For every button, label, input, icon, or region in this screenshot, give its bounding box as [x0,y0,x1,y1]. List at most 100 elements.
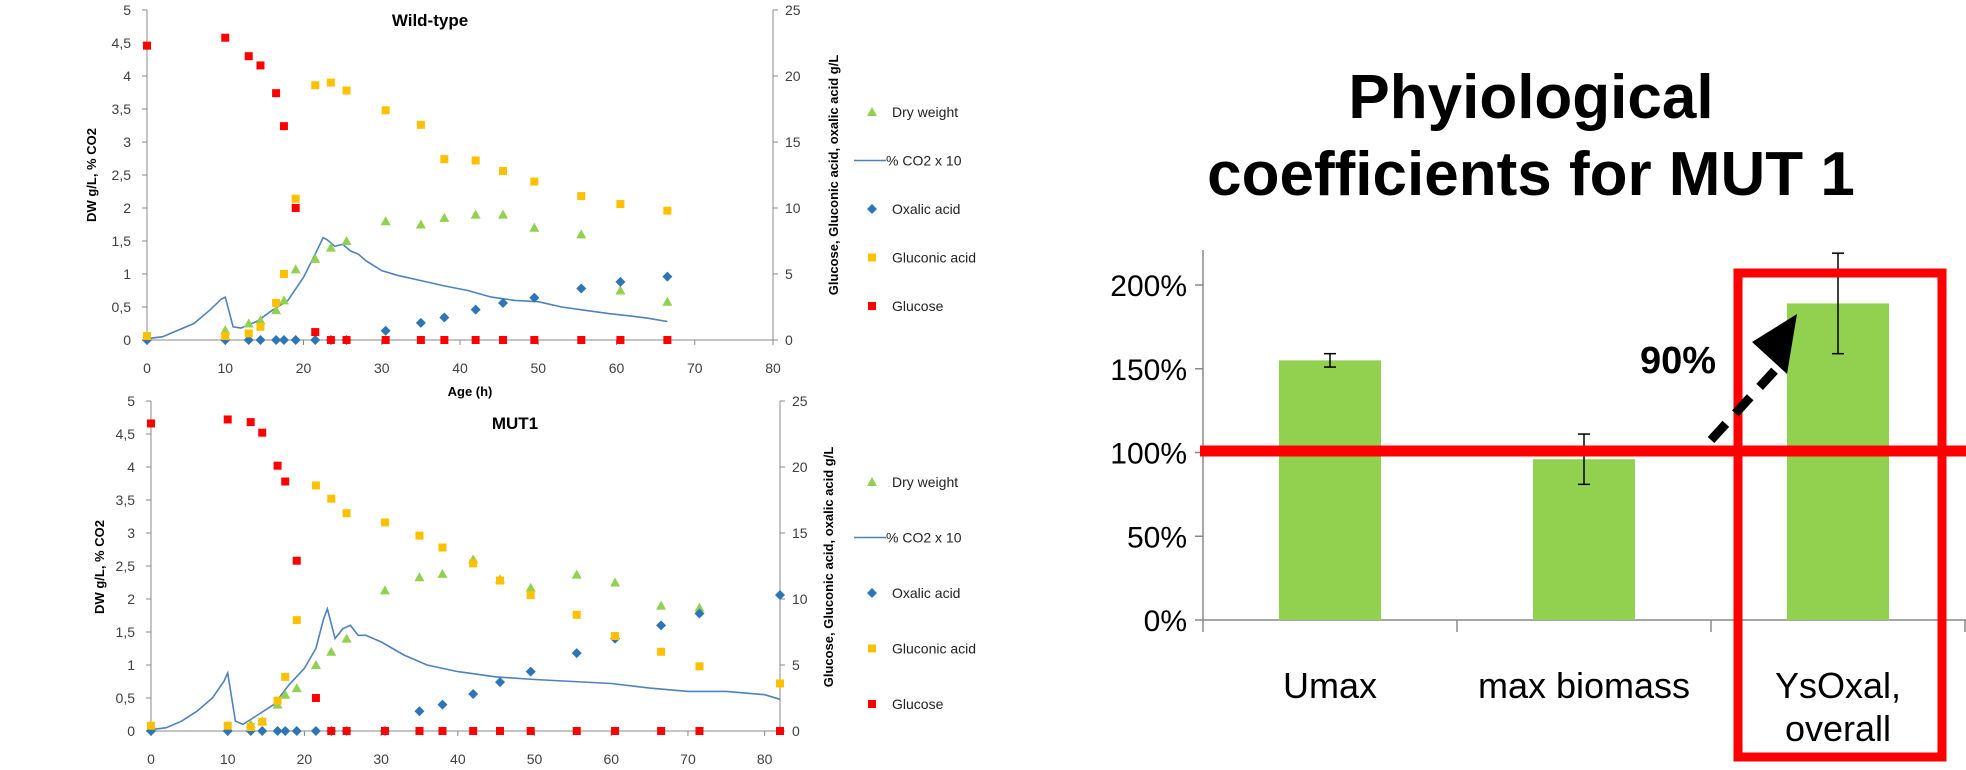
point-glucose [327,727,336,735]
point-glucose [256,61,265,70]
point-gluconic-acid [327,494,336,503]
point-glucose [572,727,581,735]
heading-line-1: Phyiological [1348,63,1713,132]
y2-tick-label: 5 [785,266,793,282]
point-oxalic-acid [615,276,626,287]
point-dry-weight [310,660,321,669]
point-glucose [292,556,301,565]
x-axis-label: Age (h) [448,384,493,399]
point-gluconic-acid [526,591,535,600]
point-gluconic-acid [577,192,586,201]
point-oxalic-acid [468,689,479,700]
category-label: Umax [1283,665,1377,706]
point-dry-weight [615,285,626,295]
point-dry-weight [576,229,587,239]
legend-swatch-gluconic-acid [868,253,876,262]
point-oxalic-acid [470,304,481,315]
x-tick-label: 60 [609,360,625,376]
highlight-box [1733,268,1947,762]
point-glucose [381,336,390,344]
legend-swatch-glucose [868,700,876,708]
category-label: max biomass [1478,665,1690,706]
point-gluconic-acid [695,662,704,671]
point-gluconic-acid [256,322,265,331]
series-line-co2-x-10 [146,236,668,340]
legend-swatch-oxalic-acid [867,204,877,214]
bar [1279,360,1381,620]
x-tick-label: 30 [373,751,389,767]
annotation-label: 90% [1640,340,1716,382]
point-gluconic-acid [244,329,253,338]
point-dry-weight [271,305,282,315]
point-dry-weight [325,242,336,252]
y-tick-label: 3,5 [112,101,132,117]
y-tick-label: 4 [123,68,131,84]
y-tick-label: 4 [127,459,135,475]
point-oxalic-acid [529,292,540,303]
y2-tick-label: 5 [792,657,800,673]
x-tick-label: 20 [296,360,312,376]
x-tick-label: 40 [450,751,466,767]
legend-label: % CO2 x 10 [886,530,962,546]
point-oxalic-acid [257,726,268,736]
y2-tick-label: 20 [785,68,801,84]
point-glucose [223,415,232,424]
bar-y-tick-label: 50% [1127,521,1187,554]
x-tick-label: 40 [452,360,468,376]
point-oxalic-acid [571,648,582,659]
legend-label: Oxalic acid [892,201,960,217]
point-gluconic-acid [657,647,666,656]
y-tick-label: 0,5 [116,690,136,706]
point-gluconic-acid [616,200,625,209]
x-tick-label: 20 [297,751,313,767]
point-oxalic-acid [272,726,283,736]
y2-tick-label: 25 [785,2,801,18]
point-gluconic-acid [438,543,447,552]
y-tick-label: 0 [123,332,131,348]
bar-y-tick-label: 150% [1110,354,1187,387]
point-gluconic-acid [291,194,300,203]
y2-tick-label: 20 [792,459,808,475]
y-tick-label: 2,5 [116,558,136,574]
y-tick-label: 5 [123,2,131,18]
chart-physiological-coefficients: 0% 50% 100% 150% 200% Umax max biomass YsOxal,… [1110,250,1966,762]
point-gluconic-acid [246,723,255,732]
point-dry-weight [525,582,536,592]
point-dry-weight [498,209,509,219]
point-oxalic-acid [280,726,291,736]
bar-y-tick-label: 100% [1110,438,1187,471]
legend-label: Oxalic acid [892,585,960,601]
point-glucose [246,418,255,427]
point-oxalic-acid [255,335,266,345]
legend-label: Glucose [892,696,944,712]
chart-mut1: MUT1 0 0,5 1 1,5 2 2,5 3 3,5 4 4,5 5 0 5 10 15 20 25 0 1… [92,393,976,767]
point-gluconic-acid [311,481,320,490]
point-glucose [416,336,425,344]
y-tick-label: 5 [127,393,135,409]
point-glucose [311,328,320,337]
x-tick-label: 60 [603,751,619,767]
point-dry-weight [610,577,621,587]
point-dry-weight [326,646,337,656]
point-glucose [281,477,290,486]
legend-swatch-glucose [868,302,876,310]
point-oxalic-acid [415,317,426,328]
y-tick-label: 1 [127,657,135,673]
point-glucose [244,52,253,61]
point-gluconic-acid [416,120,425,129]
y2-axis-label: Glucose, Gluconic acid, oxalic acid g/L [826,55,841,296]
y-tick-label: 1,5 [116,624,136,640]
point-oxalic-acid [290,335,301,345]
point-glucose [342,727,351,735]
point-glucose [272,89,281,98]
point-gluconic-acid [471,156,480,165]
point-gluconic-acid [258,717,267,726]
legend-swatch-gluconic-acid [868,644,876,653]
legend-label: % CO2 x 10 [886,153,962,169]
point-glucose [469,727,478,735]
point-dry-weight [278,295,289,305]
y2-axis-label: Glucose, Gluconic acid, oxalic acid g/L [821,447,836,688]
point-oxalic-acid [656,620,667,631]
point-glucose [342,336,351,344]
x-tick-label: 10 [217,360,233,376]
